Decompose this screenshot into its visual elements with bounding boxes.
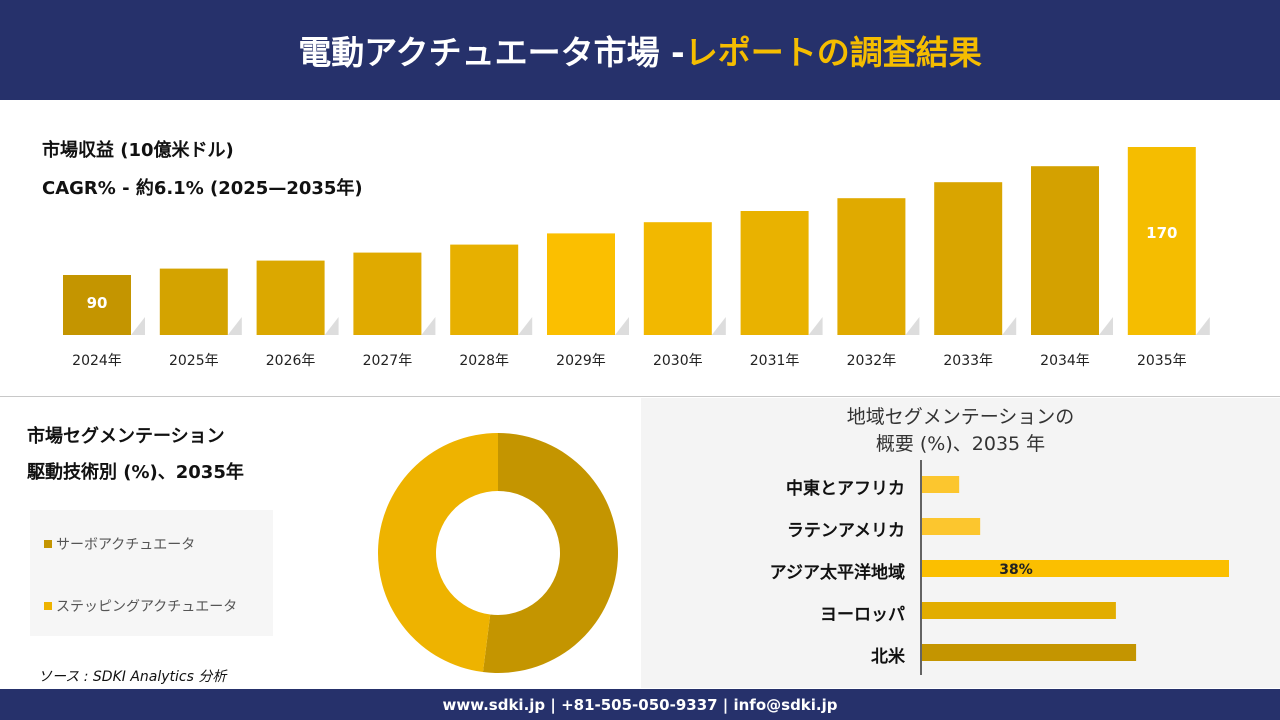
region-label: ヨーロッパ bbox=[820, 605, 905, 625]
region-label: 北米 bbox=[871, 647, 905, 667]
donut-legend: サーボアクチュエータ ステッピングアクチュエータ bbox=[30, 510, 273, 636]
title-highlight: レポートの調査結果 bbox=[684, 33, 982, 72]
revenue-bar bbox=[547, 233, 615, 335]
data-label: 170 bbox=[1146, 224, 1177, 242]
source-note: ソース : SDKI Analytics 分析 bbox=[38, 669, 227, 685]
region-title-2: 概要 (%)、2035 年 bbox=[875, 433, 1046, 455]
legend-label: サーボアクチュエータ bbox=[56, 537, 196, 553]
region-bar bbox=[922, 518, 981, 535]
region-panel bbox=[641, 398, 1280, 688]
bar-shadow bbox=[1099, 317, 1113, 335]
bar-shadow bbox=[711, 317, 726, 335]
revenue-title: 市場収益 (10億米ドル) bbox=[42, 140, 234, 161]
region-bar bbox=[922, 602, 1116, 619]
x-tick-label: 2035年 bbox=[1137, 353, 1187, 369]
bar-shadow bbox=[615, 317, 629, 335]
legend-item-stepping: ステッピングアクチュエータ bbox=[44, 596, 237, 616]
revenue-bar bbox=[353, 252, 422, 335]
x-tick-label: 2028年 bbox=[459, 353, 509, 369]
revenue-bar bbox=[159, 268, 228, 335]
bar-shadow bbox=[905, 317, 920, 335]
cagr-text: CAGR% - 約6.1% (2025—2035年) bbox=[42, 178, 363, 199]
donut-slice bbox=[377, 433, 498, 673]
region-label: アジア太平洋地域 bbox=[769, 563, 905, 583]
drive-technology-donut bbox=[377, 433, 618, 673]
region-bar bbox=[922, 560, 1229, 577]
region-bar bbox=[922, 644, 1137, 661]
region-bar bbox=[922, 476, 960, 493]
bar-shadow bbox=[518, 317, 533, 335]
x-tick-label: 2030年 bbox=[653, 353, 703, 369]
x-tick-label: 2025年 bbox=[169, 353, 219, 369]
bar-shadow bbox=[131, 317, 145, 335]
x-tick-label: 2026年 bbox=[266, 353, 316, 369]
legend-swatch bbox=[44, 540, 52, 548]
segment-title-1: 市場セグメンテーション bbox=[27, 426, 225, 447]
revenue-bar bbox=[643, 222, 712, 335]
bar-shadow bbox=[324, 317, 339, 335]
region-title: 地域セグメンテーションの 概要 (%)、2035 年 bbox=[641, 404, 1280, 458]
x-tick-label: 2032年 bbox=[847, 353, 897, 369]
revenue-bar bbox=[1031, 166, 1099, 335]
x-tick-label: 2033年 bbox=[943, 353, 993, 369]
revenue-bar-chart: 2024年 90 2025年 2026年 2027年 2028年 2029年 2030年 203… bbox=[63, 147, 1210, 369]
x-tick-label: 2024年 bbox=[72, 353, 122, 369]
x-tick-label: 2034年 bbox=[1040, 353, 1090, 369]
region-label: ラテンアメリカ bbox=[786, 521, 905, 541]
x-tick-label: 2031年 bbox=[750, 353, 800, 369]
donut-slice bbox=[482, 433, 618, 673]
x-tick-label: 2027年 bbox=[363, 353, 413, 369]
revenue-bar bbox=[450, 244, 519, 335]
title-main: 電動アクチュエータ市場 - bbox=[298, 33, 685, 72]
revenue-bar bbox=[837, 198, 906, 335]
bar-shadow bbox=[808, 317, 823, 335]
revenue-bar bbox=[740, 211, 809, 335]
legend-swatch bbox=[44, 602, 52, 610]
legend-label: ステッピングアクチュエータ bbox=[56, 599, 238, 615]
bar-shadow bbox=[421, 317, 436, 335]
bar-shadow bbox=[1195, 317, 1210, 335]
revenue-bar bbox=[1127, 147, 1196, 335]
region-bar-chart: 38% bbox=[920, 460, 1229, 675]
revenue-bar bbox=[63, 275, 131, 335]
data-label: 90 bbox=[87, 294, 108, 312]
data-label: 38% bbox=[999, 562, 1033, 578]
divider bbox=[0, 396, 1280, 397]
legend-item-servo: サーボアクチュエータ bbox=[44, 534, 195, 554]
segment-title-2: 駆動技術別 (%)、2035年 bbox=[27, 462, 244, 483]
region-title-1: 地域セグメンテーションの bbox=[846, 406, 1075, 428]
header-banner: 電動アクチュエータ市場 - レポートの調査結果 bbox=[0, 0, 1280, 100]
x-tick-label: 2029年 bbox=[556, 353, 606, 369]
region-label: 中東とアフリカ bbox=[786, 479, 905, 499]
bar-shadow bbox=[1002, 317, 1017, 335]
bar-shadow bbox=[227, 317, 242, 335]
revenue-bar bbox=[934, 182, 1003, 335]
footer-contact: www.sdki.jp | +81-505-050-9337 | info@sd… bbox=[0, 689, 1280, 720]
revenue-bar bbox=[256, 260, 325, 335]
